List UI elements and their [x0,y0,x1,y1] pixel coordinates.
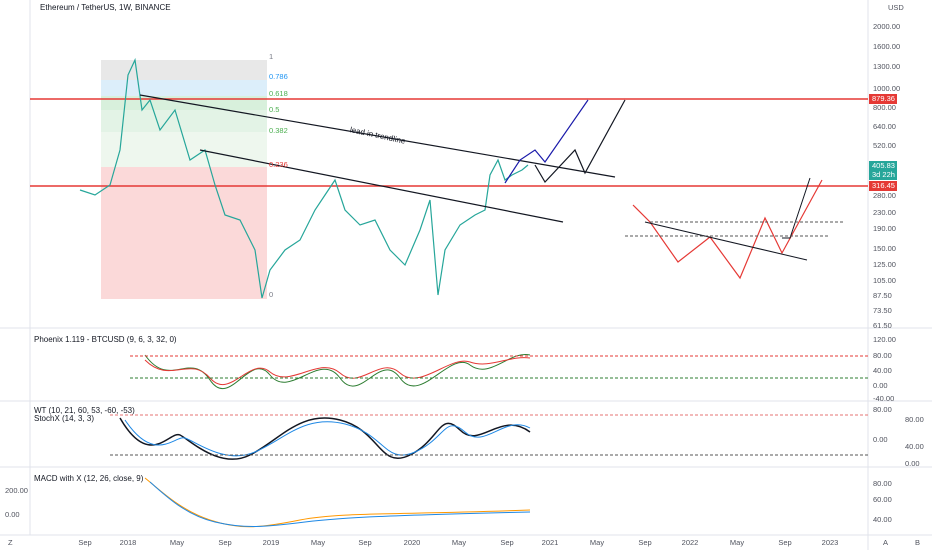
time-label: 2018 [120,538,137,547]
pane-axis2-label: 80.00 [905,415,924,424]
pane-title: WT (10, 21, 60, 53, -60, -53) [34,406,135,415]
time-label: May [730,538,744,547]
chart-title: Ethereum / TetherUS, 1W, BINANCE [40,3,171,12]
pane-axis-label: -40.00 [873,394,894,403]
price-label: 800.00 [873,103,896,112]
time-label: 2023 [822,538,839,547]
blue-projection [504,99,589,184]
price-label: 230.00 [873,208,896,217]
time-label: Sep [500,538,513,547]
time-label: 2021 [542,538,559,547]
fib-label: 1 [269,52,273,61]
time-label: Sep [778,538,791,547]
price-label: 190.00 [873,224,896,233]
time-label: Sep [78,538,91,547]
pane-subtitle: StochX (14, 3, 3) [34,414,94,423]
price-label: 150.00 [873,244,896,253]
price-label: 125.00 [873,260,896,269]
time-label: May [590,538,604,547]
pane-axis-label: 0.00 [873,435,888,444]
footer-right: A [883,538,888,547]
time-label: May [452,538,466,547]
price-badge-label: 405.83 [872,161,895,170]
pane-axis-label: 0.00 [873,381,888,390]
pane-axis-label: 80.00 [873,479,892,488]
fib-label: 0.618 [269,89,288,98]
fib-label: 0.382 [269,126,288,135]
pane-left-axis-label: 0.00 [5,510,20,519]
pane-axis-label: 60.00 [873,495,892,504]
price-label: 1000.00 [873,84,900,93]
price-badge [869,94,897,104]
pane-title: MACD with X (12, 26, close, 9) [34,474,144,483]
price-label: 1600.00 [873,42,900,51]
time-label: Sep [218,538,231,547]
price-badge-label: 316.45 [872,181,895,190]
price-label: 1300.00 [873,62,900,71]
price-label: 2000.00 [873,22,900,31]
time-label: 2020 [404,538,421,547]
time-label: May [170,538,184,547]
fib-label: 0.786 [269,72,288,81]
price-label: 520.00 [873,141,896,150]
pane-axis-label: 120.00 [873,335,896,344]
price-label: 640.00 [873,122,896,131]
time-label: May [311,538,325,547]
red-projection [632,179,823,280]
price-label: 73.50 [873,306,892,315]
indicator-lines [110,353,868,528]
time-label: 2019 [263,538,280,547]
footer-right: B [915,538,920,547]
fib-label: 0.236 [269,160,288,169]
time-label: Sep [638,538,651,547]
price-badge [869,181,897,191]
price-badge [869,161,897,171]
price-badge [869,170,897,180]
time-label: Sep [358,538,371,547]
fib-label: 0 [269,290,273,299]
price-label: 61.50 [873,321,892,330]
pane-axis2-label: 40.00 [905,442,924,451]
price-label: 105.00 [873,276,896,285]
pane-axis-label: 80.00 [873,351,892,360]
pane-title: Phoenix 1.119 - BTCUSD (9, 6, 3, 32, 0) [34,335,177,344]
price-label: 87.50 [873,291,892,300]
price-label: 280.00 [873,191,896,200]
price-badge-label: 3d 22h [872,170,895,179]
horizontal-lines [30,98,868,187]
pane-axis-label: 40.00 [873,515,892,524]
fib-label: 0.5 [269,105,279,114]
currency: USD [888,3,904,12]
pane-axis2-label: 0.00 [905,459,920,468]
price-path [79,57,529,299]
trendlines [139,94,626,223]
pane-axis-label: 40.00 [873,366,892,375]
pane-axis-label: 80.00 [873,405,892,414]
time-label: 2022 [682,538,699,547]
footer-left: Z [8,538,13,547]
projection-lines [625,177,845,261]
pane-left-axis-label: 200.00 [5,486,28,495]
price-badge-label: 879.36 [872,94,895,103]
